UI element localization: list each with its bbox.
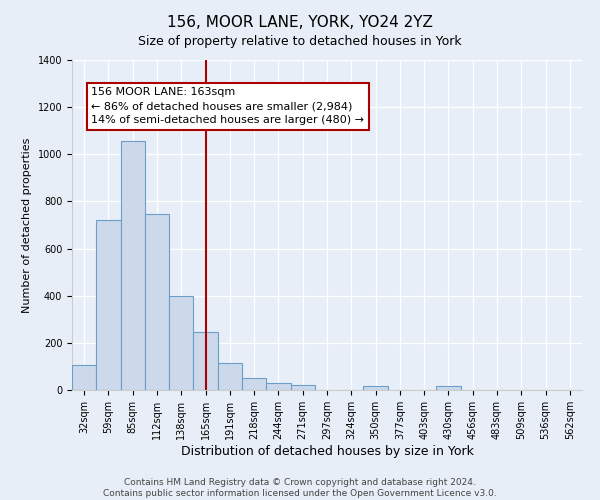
X-axis label: Distribution of detached houses by size in York: Distribution of detached houses by size … (181, 444, 473, 458)
Bar (218, 364, 242, 390)
Bar (436, 386, 461, 390)
Bar (242, 378, 266, 390)
Bar (96, 220, 121, 390)
Text: Size of property relative to detached houses in York: Size of property relative to detached ho… (138, 35, 462, 48)
Bar (364, 386, 388, 390)
Text: 156 MOOR LANE: 163sqm
← 86% of detached houses are smaller (2,984)
14% of semi-d: 156 MOOR LANE: 163sqm ← 86% of detached … (91, 87, 364, 125)
Text: 156, MOOR LANE, YORK, YO24 2YZ: 156, MOOR LANE, YORK, YO24 2YZ (167, 15, 433, 30)
Bar (169, 296, 193, 390)
Y-axis label: Number of detached properties: Number of detached properties (22, 138, 32, 312)
Text: Contains HM Land Registry data © Crown copyright and database right 2024.
Contai: Contains HM Land Registry data © Crown c… (103, 478, 497, 498)
Bar (290, 385, 315, 390)
Bar (145, 214, 169, 390)
Bar (266, 384, 290, 390)
Bar (193, 332, 218, 390)
Bar (121, 140, 145, 390)
Bar (72, 364, 96, 390)
